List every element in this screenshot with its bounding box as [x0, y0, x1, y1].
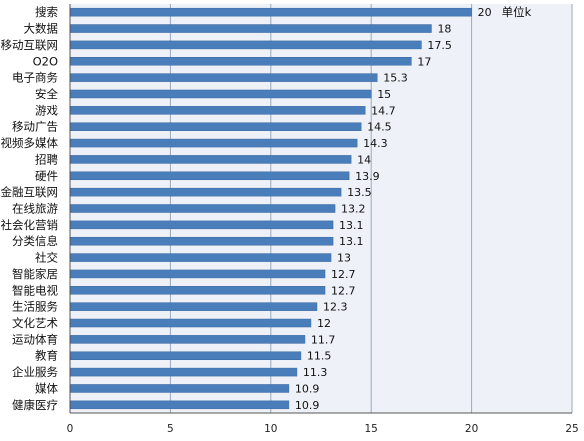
- x-tick-label: 10: [264, 423, 277, 435]
- category-label: 大数据: [24, 22, 59, 36]
- category-label: 安全: [35, 87, 58, 101]
- bar: [70, 318, 312, 328]
- bar: [70, 187, 342, 197]
- category-label: 招聘: [35, 152, 58, 166]
- category-label: 社交: [35, 251, 58, 265]
- x-tick-label: 20: [465, 423, 478, 435]
- bar: [70, 155, 352, 164]
- bar: [70, 351, 302, 360]
- value-label: 12.7: [331, 284, 356, 297]
- value-label: 13.2: [341, 203, 366, 216]
- value-label: 14: [357, 153, 371, 166]
- category-label: 社会化营销: [1, 218, 59, 232]
- category-label: 移动广告: [12, 120, 58, 134]
- value-label: 13.5: [347, 186, 372, 199]
- category-label: 文化艺术: [12, 316, 58, 330]
- category-label: 移动互联网: [1, 38, 59, 52]
- value-label: 13.9: [355, 170, 380, 183]
- x-tick-label: 5: [167, 423, 174, 435]
- x-axis-ticks: 0 5 10 15 20 25: [67, 423, 579, 435]
- category-label: 硬件: [35, 169, 58, 183]
- category-label: 教育: [35, 349, 58, 363]
- category-label: 生活服务: [12, 300, 58, 314]
- value-label: 10.9: [295, 399, 320, 412]
- bar: [70, 57, 412, 66]
- bar: [70, 253, 332, 262]
- value-label: 13: [337, 252, 351, 265]
- value-label: 14.5: [367, 121, 392, 134]
- bar: [70, 171, 350, 181]
- bar: [70, 302, 318, 311]
- x-tick-label: 15: [365, 423, 378, 435]
- bar: [70, 269, 326, 279]
- category-label: 电子商务: [12, 71, 58, 85]
- bar: [70, 138, 358, 148]
- value-label: 20: [478, 6, 492, 19]
- value-label: 11.7: [311, 333, 336, 346]
- value-label: 15: [377, 88, 391, 101]
- value-label: 18: [437, 23, 451, 36]
- value-labels-group: 20 18 17.5 17 15.3 15 14.7 14.5 14.3 14 13.9 13.5 13…: [295, 6, 492, 412]
- value-label: 17.5: [427, 39, 452, 52]
- bar: [70, 204, 336, 213]
- value-label: 12.7: [331, 268, 356, 281]
- value-label: 12: [317, 317, 331, 330]
- category-label: 金融互联网: [1, 185, 59, 199]
- bar: [70, 24, 432, 33]
- value-label: 13.1: [339, 219, 364, 232]
- unit-label: 单位k: [502, 5, 532, 19]
- value-label: 15.3: [383, 72, 408, 85]
- category-label: 智能电视: [12, 283, 58, 297]
- value-label: 14.3: [363, 137, 388, 150]
- value-label: 13.1: [339, 235, 364, 248]
- bar: [70, 106, 366, 115]
- value-label: 11.3: [303, 366, 328, 379]
- category-label: 在线旅游: [12, 202, 58, 216]
- category-label: 分类信息: [12, 234, 58, 248]
- bar: [70, 400, 290, 410]
- bars-group: [70, 7, 472, 410]
- category-label: 搜索: [35, 5, 58, 19]
- category-label: 视频多媒体: [1, 136, 59, 150]
- bar: [70, 335, 306, 344]
- bar: [70, 73, 378, 82]
- bar: [70, 7, 472, 17]
- value-label: 17: [417, 55, 431, 68]
- bar: [70, 89, 372, 99]
- value-label: 11.5: [307, 350, 332, 363]
- bar: [70, 40, 422, 50]
- bar: [70, 384, 290, 393]
- category-label: 健康医疗: [12, 398, 58, 412]
- bar: [70, 367, 298, 377]
- bar: [70, 220, 334, 230]
- bar: [70, 122, 362, 131]
- value-label: 10.9: [295, 382, 320, 395]
- x-tick-label: 0: [67, 423, 74, 435]
- category-label: 企业服务: [12, 365, 58, 379]
- category-label: 媒体: [35, 381, 58, 395]
- bar: [70, 236, 334, 246]
- category-label: 智能家居: [12, 267, 58, 281]
- value-label: 12.3: [323, 301, 348, 314]
- category-label: 游戏: [35, 103, 58, 117]
- category-label: 运动体育: [12, 332, 58, 346]
- category-label: O2O: [33, 54, 58, 68]
- x-tick-label: 25: [565, 423, 578, 435]
- bar: [70, 286, 326, 295]
- value-label: 14.7: [371, 104, 396, 117]
